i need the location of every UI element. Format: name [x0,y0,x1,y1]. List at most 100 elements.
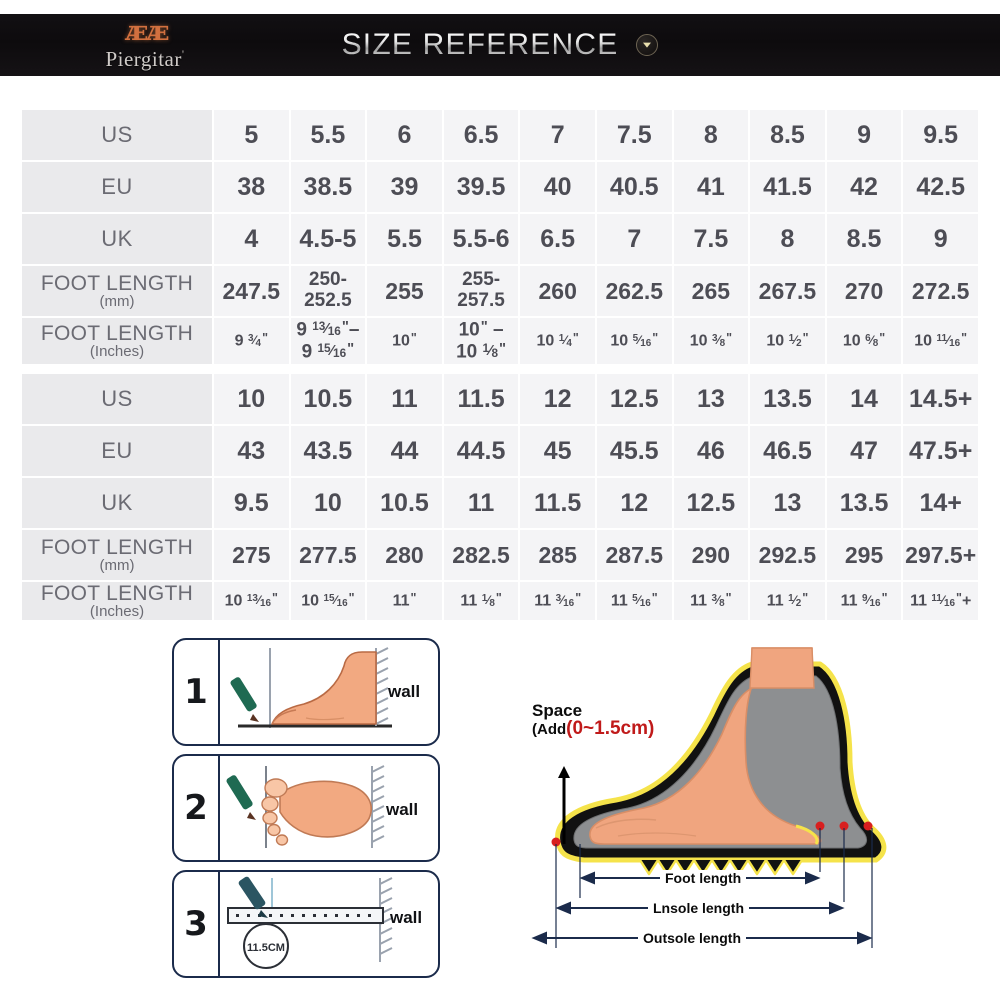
cell-eu-4: 40 [520,162,595,212]
cell-mm-5: 262.5 [596,266,672,316]
outsole-length-label: Outsole length [638,930,746,946]
cell-inches-3: 11 1⁄8" [443,582,519,620]
cell-mm-9: 272.5 [903,266,978,316]
brand-mark-icon: ᴁᴁ [123,15,169,47]
cell-mm-8: 295 [826,530,902,580]
svg-text:11.5CM: 11.5CM [247,942,285,954]
cell-mm-2: 255 [367,266,442,316]
cell-us-2: 6 [367,110,442,160]
cell-inches-7: 11 1⁄2" [750,582,825,620]
cell-us-0: 10 [214,374,289,424]
foot-sole-view-icon [220,756,438,860]
row-header-us: US [22,374,212,424]
row-header-mm: FOOT LENGTH (mm) [22,266,212,316]
foot-length-label: Foot length [660,870,747,886]
table-row: US 5 5.5 6 6.5 7 7.5 8 8.5 9 9.5 [22,110,978,160]
cell-inches-6: 10 3⁄8" [673,318,749,364]
cell-inches-1: 10 15⁄16" [290,582,366,620]
cell-uk-3: 5.5-6 [443,214,519,264]
wall-label: wall [386,800,419,819]
brand-tick: ' [181,46,185,61]
cell-inches-3: 10" –10 1⁄8" [443,318,519,364]
cell-us-6: 13 [673,374,749,424]
cell-uk-1: 10 [290,478,366,528]
cell-us-4: 12 [520,374,595,424]
cell-mm-7: 292.5 [750,530,825,580]
cell-eu-9: 42.5 [903,162,978,212]
wall-label: wall [388,682,421,701]
measure-instructions-area: 1 [0,630,1000,1000]
cell-us-8: 9 [826,110,902,160]
row-header-mm: FOOT LENGTH (mm) [22,530,212,580]
cell-mm-4: 260 [520,266,595,316]
row-header-uk: UK [22,214,212,264]
cell-eu-5: 40.5 [596,162,672,212]
cell-us-1: 10.5 [290,374,366,424]
row-header-uk: UK [22,478,212,528]
cell-eu-9: 47.5+ [903,426,978,476]
cell-us-6: 8 [673,110,749,160]
cell-uk-8: 8.5 [826,214,902,264]
row-header-us: US [22,110,212,160]
cell-eu-0: 38 [214,162,289,212]
page-title: SIZE REFERENCE [0,14,1000,76]
cell-uk-1: 4.5-5 [290,214,366,264]
cell-uk-3: 11 [443,478,519,528]
cell-us-8: 14 [826,374,902,424]
cell-eu-1: 43.5 [290,426,366,476]
table-row: UK 4 4.5-5 5.5 5.5-6 6.5 7 7.5 8 8.5 9 [22,214,978,264]
cell-inches-5: 10 5⁄16" [596,318,672,364]
table-row: EU 43 43.5 44 44.5 45 45.5 46 46.5 47 47.5+ [22,426,978,476]
row-header-inches: FOOT LENGTH (Inches) [22,318,212,364]
cell-uk-7: 8 [750,214,825,264]
cell-mm-6: 265 [673,266,749,316]
table-row: FOOT LENGTH (mm) 247.5 250- 252.5 255 255- 257.… [22,266,978,316]
cell-uk-4: 6.5 [520,214,595,264]
cell-mm-6: 290 [673,530,749,580]
space-label-range: (0~1.5cm) [566,718,655,739]
table-row: US 10 10.5 11 11.5 12 12.5 13 13.5 14 14.5+ [22,374,978,424]
cell-inches-9: 11 11⁄16"+ [903,582,978,620]
row-header-inches: FOOT LENGTH (Inches) [22,582,212,620]
cell-inches-6: 11 3⁄8" [673,582,749,620]
measure-steps-list: 1 [172,638,440,986]
page-title-text: SIZE REFERENCE [341,28,619,61]
cell-eu-2: 44 [367,426,442,476]
cell-mm-5: 287.5 [596,530,672,580]
chevron-down-icon[interactable] [636,34,659,56]
table-row: FOOT LENGTH (Inches) 9 3⁄4" 9 13⁄16"– 9 15⁄1… [22,318,978,364]
cell-us-0: 5 [214,110,289,160]
cell-inches-9: 10 11⁄16" [903,318,978,364]
cell-eu-5: 45.5 [596,426,672,476]
cell-mm-0: 247.5 [214,266,289,316]
cell-uk-7: 13 [750,478,825,528]
cell-mm-1: 277.5 [290,530,366,580]
row-header-eu: EU [22,426,212,476]
cell-inches-4: 10 1⁄4" [520,318,595,364]
cell-inches-8: 11 9⁄16" [826,582,902,620]
size-table-large: US 10 10.5 11 11.5 12 12.5 13 13.5 14 14.5+ EU 43 43.… [20,372,980,622]
brand-name: Piergitar' [105,46,185,71]
table-row: UK 9.5 10 10.5 11 11.5 12 12.5 13 13.5 14+ [22,478,978,528]
table-row: EU 38 38.5 39 39.5 40 40.5 41 41.5 42 42.5 [22,162,978,212]
cell-us-5: 7.5 [596,110,672,160]
cell-uk-6: 12.5 [673,478,749,528]
cell-mm-1: 250- 252.5 [290,266,366,316]
cell-mm-0: 275 [214,530,289,580]
cell-inches-2: 11" [367,582,442,620]
cell-mm-4: 285 [520,530,595,580]
cell-us-5: 12.5 [596,374,672,424]
cell-uk-9: 9 [903,214,978,264]
cell-uk-0: 4 [214,214,289,264]
cell-us-4: 7 [520,110,595,160]
step-number: 1 [174,640,220,744]
cell-inches-8: 10 6⁄8" [826,318,902,364]
shoe-fit-diagram: Space (Add(0~1.5cm) Foot length Lnsole l… [520,630,940,960]
cell-eu-2: 39 [367,162,442,212]
cell-inches-7: 10 1⁄2" [750,318,825,364]
page-header: ᴁᴁ Piergitar' SIZE REFERENCE [0,14,1000,76]
cell-inches-4: 11 3⁄16" [520,582,595,620]
table-row: FOOT LENGTH (Inches) 10 13⁄16" 10 15⁄16" 11"… [22,582,978,620]
cell-mm-2: 280 [367,530,442,580]
cell-eu-8: 47 [826,426,902,476]
